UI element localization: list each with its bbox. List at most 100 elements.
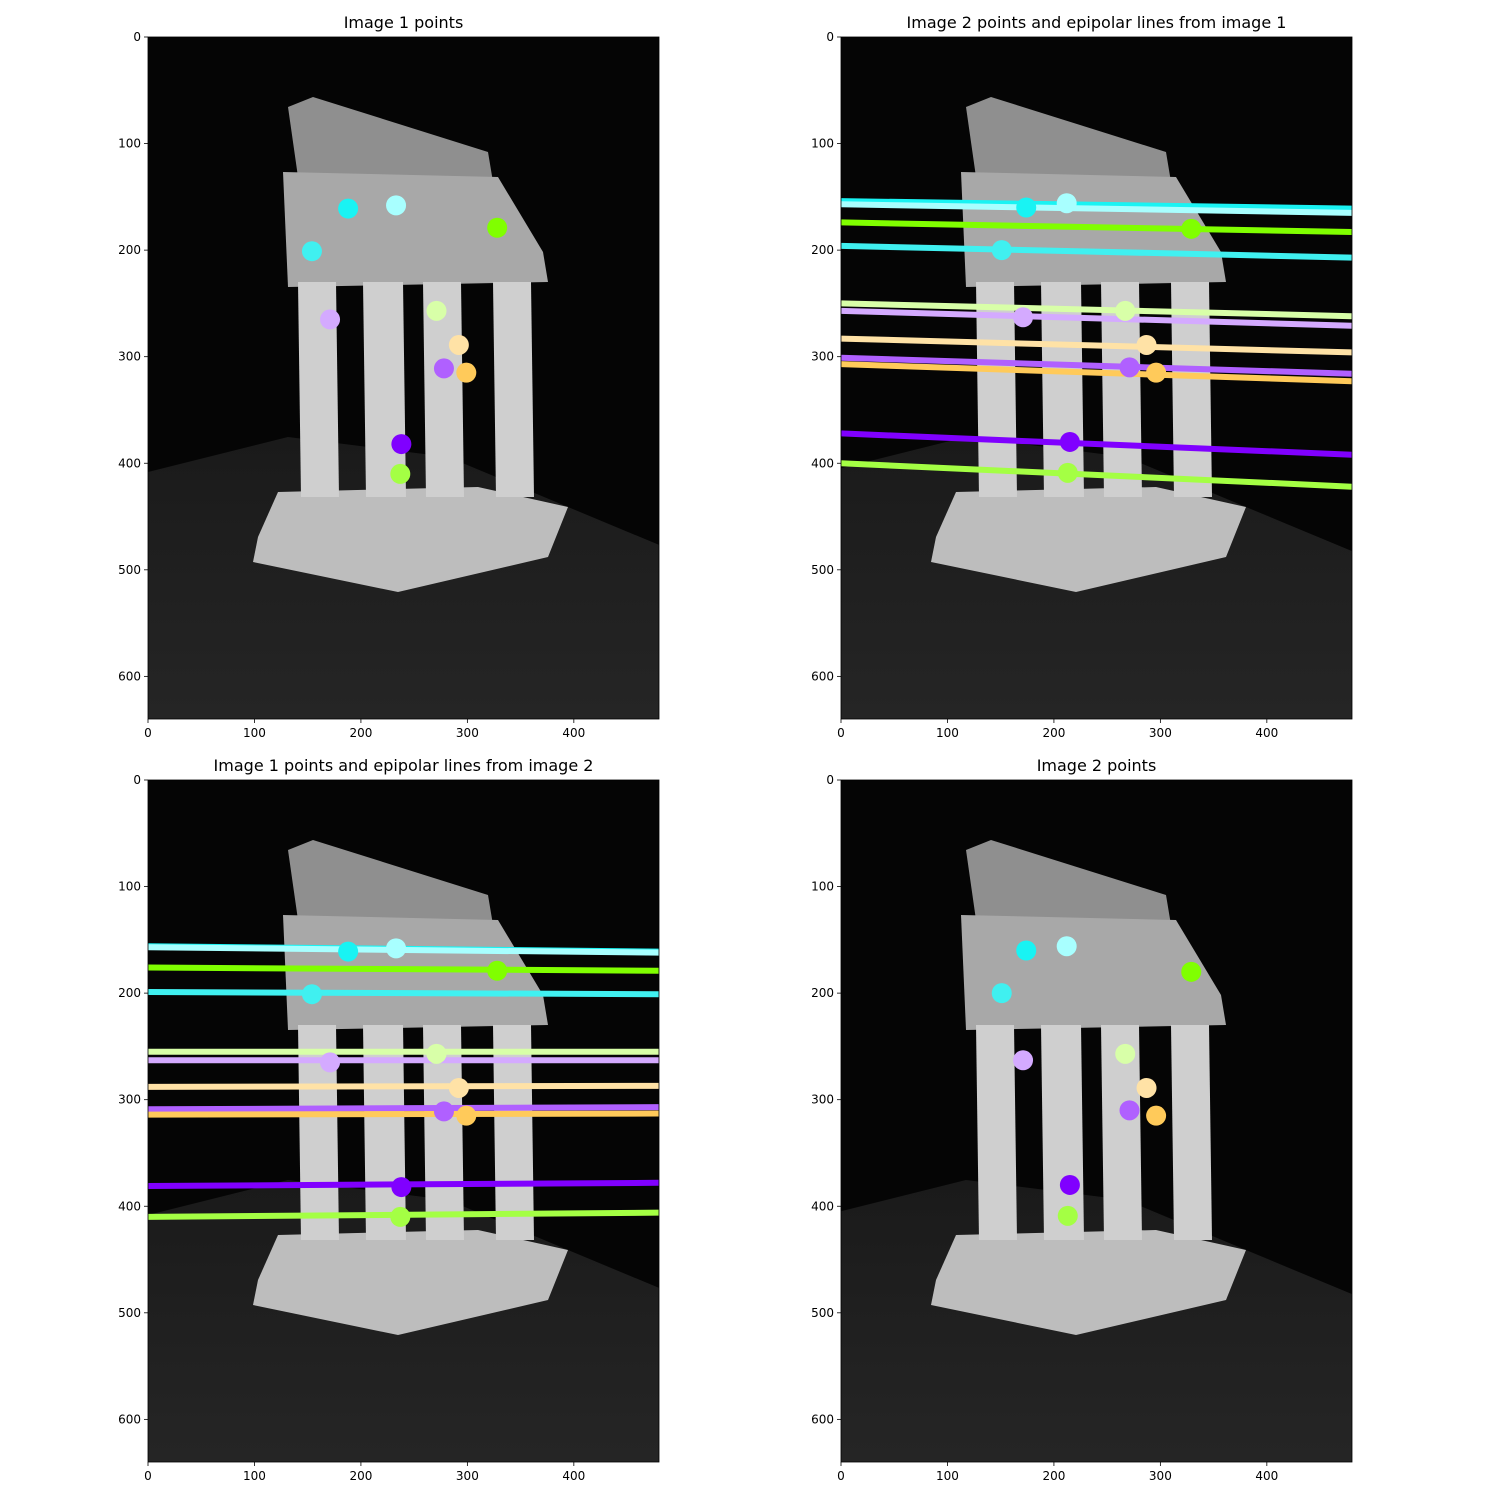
epipolar-line xyxy=(841,335,1352,356)
epipolar-line xyxy=(841,354,1352,377)
x-tick-label: 300 xyxy=(456,1469,479,1483)
y-tick-label: 100 xyxy=(811,137,834,151)
epipolar-line xyxy=(148,1110,659,1118)
subplot: 0 100 200 300 400 0 100 200 300 400 500 600 Image 1 … xyxy=(118,13,660,740)
temple-column xyxy=(1171,282,1212,497)
y-tick-label: 600 xyxy=(811,1412,834,1426)
y-tick-label: 300 xyxy=(811,350,834,364)
x-tick-label: 400 xyxy=(562,1469,585,1483)
y-tick-label: 100 xyxy=(811,880,834,894)
x-tick-label: 0 xyxy=(837,726,845,740)
y-tick-label: 0 xyxy=(826,773,834,787)
point xyxy=(301,984,322,1005)
point xyxy=(1146,362,1167,383)
x-tick-label: 400 xyxy=(1255,726,1278,740)
x-tick-label: 200 xyxy=(1042,726,1065,740)
y-tick-label: 600 xyxy=(118,1412,141,1426)
point xyxy=(426,300,447,321)
point xyxy=(1136,1077,1157,1098)
point xyxy=(338,941,359,962)
axes-frame xyxy=(840,36,1353,720)
chart-title: Image 1 points and epipolar lines from i… xyxy=(214,756,594,775)
subplot: 0 100 200 300 400 0 100 200 300 400 500 600 Image 2 … xyxy=(811,756,1353,1483)
point xyxy=(433,358,454,379)
temple-column xyxy=(493,1025,534,1240)
point xyxy=(386,195,407,216)
y-tick-label: 600 xyxy=(118,669,141,683)
y-tick-label: 0 xyxy=(133,773,141,787)
y-tick-label: 300 xyxy=(118,1093,141,1107)
epipolar-line xyxy=(148,1082,659,1090)
temple-column xyxy=(1171,1025,1212,1240)
point xyxy=(1057,1205,1078,1226)
point xyxy=(320,1052,341,1073)
y-tick-label: 400 xyxy=(811,1199,834,1213)
point xyxy=(338,198,359,219)
epipolar-line xyxy=(841,430,1352,458)
point xyxy=(1056,936,1077,957)
marks xyxy=(301,195,508,484)
y-tick-label: 200 xyxy=(118,243,141,257)
temple-roof xyxy=(288,840,493,925)
point xyxy=(448,1077,469,1098)
y-tick-label: 200 xyxy=(118,986,141,1000)
x-tick-label: 400 xyxy=(1255,1469,1278,1483)
epipolar-line xyxy=(148,964,659,974)
y-tick-label: 200 xyxy=(811,243,834,257)
y-tick-label: 400 xyxy=(118,1199,141,1213)
subplot: 0 100 200 300 400 0 100 200 300 400 500 600 Image 2 … xyxy=(811,13,1353,740)
temple-roof xyxy=(966,97,1171,182)
point xyxy=(386,938,407,959)
point xyxy=(1016,940,1037,961)
epipolar-line xyxy=(841,307,1352,329)
x-tick-label: 400 xyxy=(562,726,585,740)
y-tick-label: 100 xyxy=(118,880,141,894)
point xyxy=(1136,334,1157,355)
point xyxy=(426,1043,447,1064)
point xyxy=(487,217,508,238)
point xyxy=(1115,1043,1136,1064)
x-tick-label: 300 xyxy=(1149,1469,1172,1483)
point xyxy=(456,1105,477,1126)
axes-frame xyxy=(147,779,660,1463)
temple-column xyxy=(493,282,534,497)
photo xyxy=(148,780,659,1462)
point xyxy=(991,240,1012,261)
point xyxy=(320,309,341,330)
x-tick-label: 0 xyxy=(144,1469,152,1483)
epipolar-line xyxy=(148,989,659,998)
point xyxy=(390,1206,411,1227)
y-tick-label: 100 xyxy=(118,137,141,151)
y-tick-label: 500 xyxy=(811,1306,834,1320)
y-tick-label: 500 xyxy=(118,1306,141,1320)
point xyxy=(391,1177,412,1198)
point xyxy=(991,983,1012,1004)
marks xyxy=(148,938,659,1227)
point xyxy=(1056,193,1077,214)
x-tick-label: 300 xyxy=(1149,726,1172,740)
temple-base xyxy=(253,1230,568,1335)
point xyxy=(1059,1174,1080,1195)
y-tick-label: 0 xyxy=(826,30,834,44)
temple-column xyxy=(1101,1025,1142,1240)
axes-frame xyxy=(840,779,1353,1463)
epipolar-line xyxy=(148,1104,659,1113)
point xyxy=(1146,1105,1167,1126)
chart-title: Image 2 points and epipolar lines from i… xyxy=(907,13,1287,32)
x-tick-label: 200 xyxy=(1042,1469,1065,1483)
epipolar-line xyxy=(841,361,1352,385)
point xyxy=(1119,1100,1140,1121)
temple-column xyxy=(423,282,464,497)
temple-base xyxy=(931,487,1246,592)
point xyxy=(433,1101,454,1122)
photo xyxy=(841,780,1352,1462)
point xyxy=(1119,357,1140,378)
epipolar-line xyxy=(841,198,1352,212)
point xyxy=(456,362,477,383)
epipolar-line xyxy=(841,300,1352,320)
epipolar-line xyxy=(841,460,1352,490)
temple-base xyxy=(931,1230,1246,1335)
photo xyxy=(841,37,1352,719)
